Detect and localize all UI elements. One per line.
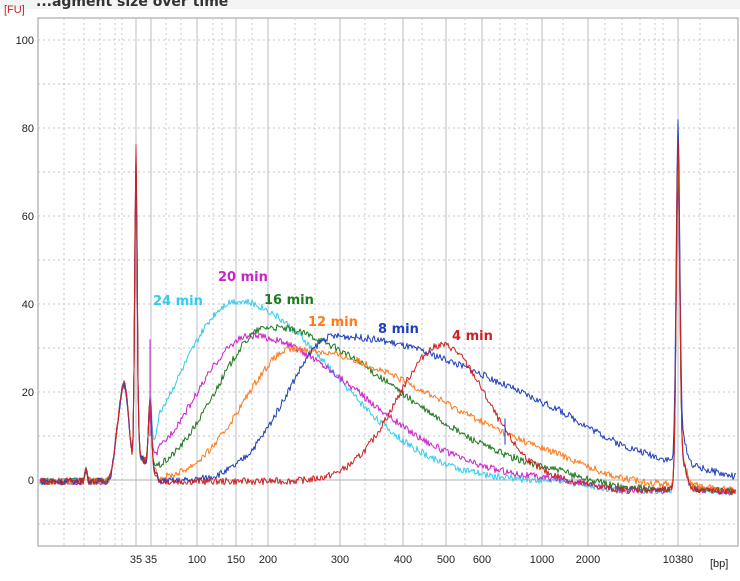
- title-strip: ...agment size over time: [0, 0, 740, 9]
- series-label-20-min: 20 min: [218, 270, 268, 285]
- trace-16-min: [39, 161, 737, 495]
- traces: [39, 119, 737, 496]
- trace-4-min: [39, 139, 737, 496]
- x-tick-label: 300: [331, 554, 349, 566]
- series-label-24-min: 24 min: [153, 294, 203, 309]
- labels: 4 min 8 min 12 min 16 min 20 min 24 min: [153, 270, 493, 344]
- y-unit-label: [FU]: [4, 4, 25, 16]
- x-tick-label: 10380: [663, 554, 694, 566]
- x-tick-label: 35: [130, 554, 142, 566]
- y-tick-label: 100: [16, 35, 34, 47]
- series-label-12-min: 12 min: [308, 315, 358, 330]
- y-tick-label: 40: [22, 299, 34, 311]
- trace-8-min: [39, 119, 737, 486]
- plot-area: [37, 17, 739, 547]
- y-tick-label: 60: [22, 211, 34, 223]
- plot-frame: [37, 17, 739, 547]
- x-tick-label: 35: [145, 554, 157, 566]
- chart-title: ...agment size over time: [36, 0, 229, 9]
- y-tick-label: 0: [28, 475, 34, 487]
- grid: [38, 18, 738, 546]
- x-tick-label: 100: [188, 554, 206, 566]
- x-tick-label: 1000: [530, 554, 554, 566]
- axes: [FU] 0 20 40 60 80 100 35 35 100 150 200 300 400 500 60…: [4, 4, 728, 570]
- x-tick-label: 600: [473, 554, 491, 566]
- x-tick-label: 500: [437, 554, 455, 566]
- series-label-4-min: 4 min: [452, 329, 493, 344]
- x-tick-label: 2000: [576, 554, 600, 566]
- y-tick-label: 20: [22, 387, 34, 399]
- series-label-8-min: 8 min: [378, 322, 419, 337]
- x-unit-label: [bp]: [710, 558, 728, 570]
- x-tick-label: 200: [259, 554, 277, 566]
- trace-12-min: [39, 149, 737, 494]
- trace-20-min: [39, 170, 737, 496]
- series-label-16-min: 16 min: [264, 293, 314, 308]
- y-tick-label: 80: [22, 123, 34, 135]
- x-tick-label: 150: [227, 554, 245, 566]
- x-tick-label: 400: [394, 554, 412, 566]
